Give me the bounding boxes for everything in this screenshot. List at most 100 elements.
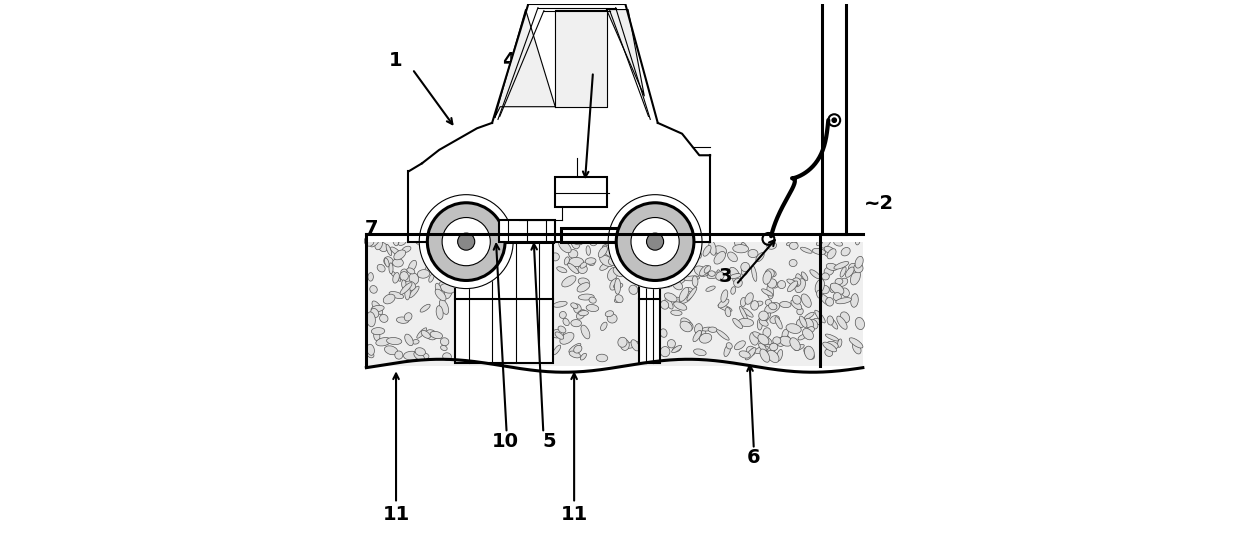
Bar [639,235,661,363]
Ellipse shape [837,316,847,329]
Ellipse shape [822,342,837,352]
Ellipse shape [383,256,393,266]
Ellipse shape [629,285,637,294]
Ellipse shape [696,326,699,334]
Ellipse shape [371,238,379,247]
Bar [498,220,556,242]
Ellipse shape [856,256,863,268]
Ellipse shape [614,298,621,302]
Ellipse shape [677,276,686,284]
Ellipse shape [443,353,451,360]
Ellipse shape [401,283,412,294]
Ellipse shape [377,264,386,272]
Ellipse shape [756,253,764,262]
Circle shape [428,203,505,281]
Ellipse shape [801,247,812,253]
Ellipse shape [559,311,567,318]
Ellipse shape [680,287,688,301]
Ellipse shape [671,310,682,316]
Ellipse shape [725,307,730,317]
Ellipse shape [569,344,580,352]
Ellipse shape [687,287,697,300]
Ellipse shape [383,294,396,304]
Ellipse shape [624,265,631,276]
Polygon shape [495,9,556,117]
Ellipse shape [768,350,779,363]
Ellipse shape [677,253,687,263]
Ellipse shape [770,316,780,323]
Ellipse shape [379,315,388,322]
Ellipse shape [605,311,614,317]
Ellipse shape [817,290,822,298]
Ellipse shape [440,284,455,293]
Ellipse shape [733,318,743,328]
Ellipse shape [702,327,713,331]
Ellipse shape [587,246,590,255]
Ellipse shape [810,270,821,279]
Ellipse shape [371,328,384,335]
Ellipse shape [625,341,639,349]
Ellipse shape [420,304,430,312]
Ellipse shape [826,334,838,341]
Ellipse shape [365,236,374,246]
Ellipse shape [852,342,861,354]
Ellipse shape [432,238,440,246]
Ellipse shape [389,292,404,299]
Ellipse shape [414,352,424,361]
Ellipse shape [403,351,419,360]
Ellipse shape [699,265,709,276]
Ellipse shape [790,338,800,351]
Ellipse shape [564,257,569,265]
Ellipse shape [393,234,399,246]
Ellipse shape [441,246,450,252]
Ellipse shape [430,332,443,339]
Ellipse shape [401,269,407,275]
Ellipse shape [827,316,833,325]
Ellipse shape [768,279,776,288]
Ellipse shape [773,337,781,344]
Ellipse shape [603,245,615,258]
Ellipse shape [661,300,668,309]
Ellipse shape [418,270,430,278]
Ellipse shape [667,340,676,348]
Ellipse shape [415,348,425,356]
Ellipse shape [761,289,773,296]
Ellipse shape [438,278,448,289]
Ellipse shape [820,286,830,294]
Ellipse shape [367,344,374,355]
Ellipse shape [841,312,849,323]
Bar [366,233,863,366]
Ellipse shape [694,266,708,277]
Bar [822,0,846,233]
Ellipse shape [613,267,625,277]
Ellipse shape [577,310,585,319]
Ellipse shape [708,327,717,333]
Ellipse shape [766,284,774,299]
Ellipse shape [682,263,689,271]
Ellipse shape [632,259,637,266]
Ellipse shape [718,299,729,308]
Ellipse shape [715,272,724,280]
Bar [366,233,879,242]
Ellipse shape [673,297,682,304]
Ellipse shape [631,340,639,351]
Ellipse shape [629,268,639,276]
Ellipse shape [766,242,776,249]
Ellipse shape [754,301,763,306]
Ellipse shape [763,328,771,338]
Ellipse shape [394,250,405,260]
Circle shape [419,195,513,289]
Ellipse shape [717,330,729,340]
Ellipse shape [729,267,739,279]
Ellipse shape [368,272,373,281]
Ellipse shape [789,260,797,266]
Ellipse shape [684,288,693,296]
Ellipse shape [815,279,825,294]
Ellipse shape [714,252,725,264]
Ellipse shape [706,286,715,292]
Ellipse shape [812,318,821,324]
Ellipse shape [771,282,779,288]
Ellipse shape [557,267,567,273]
Polygon shape [556,9,606,107]
Ellipse shape [758,334,773,345]
